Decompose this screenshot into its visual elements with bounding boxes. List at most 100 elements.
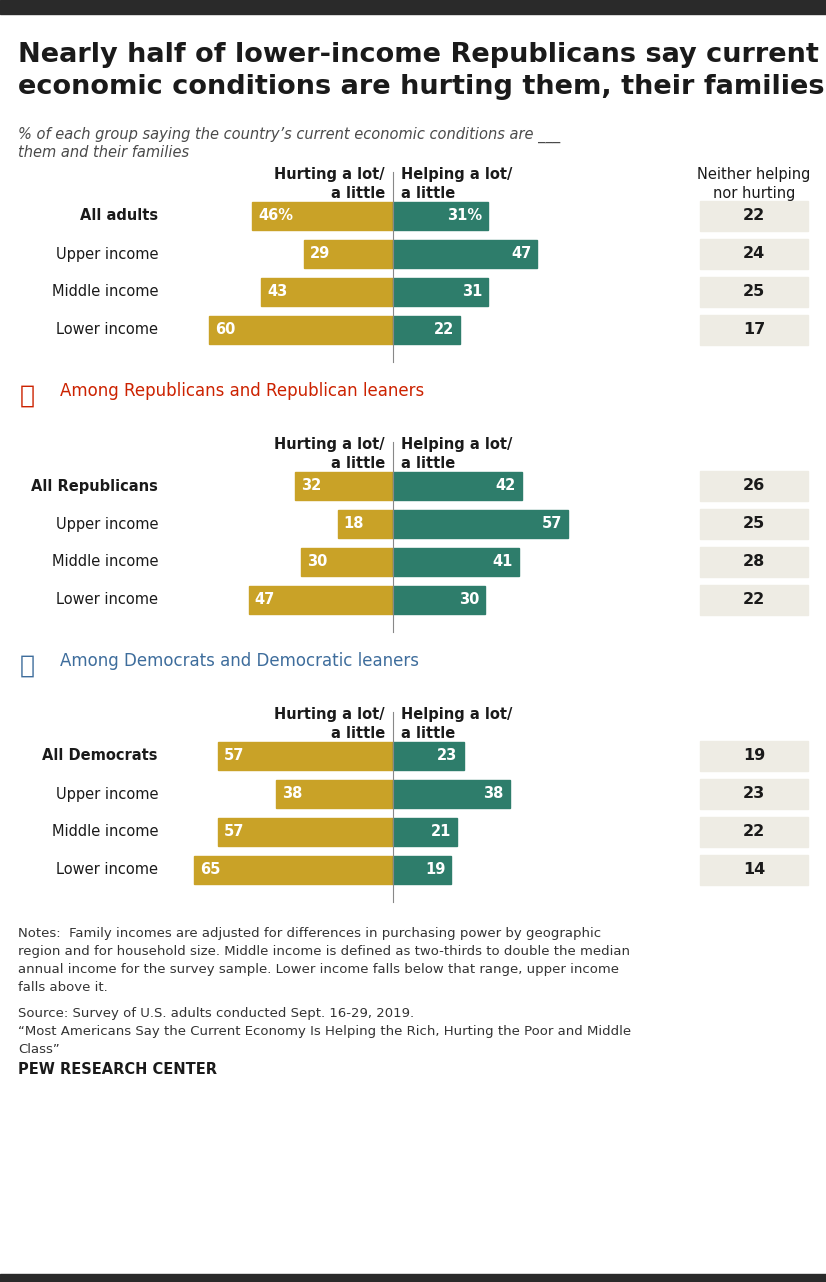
Text: 29: 29 xyxy=(310,246,330,262)
Bar xyxy=(393,856,451,885)
Text: 41: 41 xyxy=(492,555,513,569)
Text: 30: 30 xyxy=(307,555,327,569)
Text: 31: 31 xyxy=(462,285,482,300)
Text: All Republicans: All Republicans xyxy=(31,478,158,494)
Text: Nearly half of lower-income Republicans say current
economic conditions are hurt: Nearly half of lower-income Republicans … xyxy=(18,42,824,100)
Text: Upper income: Upper income xyxy=(55,246,158,262)
Text: 26: 26 xyxy=(743,478,765,494)
Bar xyxy=(218,818,393,846)
Text: 24: 24 xyxy=(743,246,765,262)
Text: Helping a lot/
a little: Helping a lot/ a little xyxy=(401,167,512,200)
Text: 65: 65 xyxy=(200,863,220,877)
Text: Lower income: Lower income xyxy=(56,592,158,608)
Bar xyxy=(700,817,808,847)
Bar xyxy=(301,547,393,576)
Bar xyxy=(700,779,808,809)
Text: 22: 22 xyxy=(743,209,765,223)
Text: 22: 22 xyxy=(743,824,765,840)
Text: 21: 21 xyxy=(431,824,451,840)
Text: Hurting a lot/
a little: Hurting a lot/ a little xyxy=(274,706,385,741)
Bar xyxy=(277,779,393,808)
Bar xyxy=(700,470,808,501)
Text: 23: 23 xyxy=(743,786,765,801)
Text: Middle income: Middle income xyxy=(51,555,158,569)
Text: 🐘: 🐘 xyxy=(20,385,35,408)
Text: 22: 22 xyxy=(434,323,454,337)
Text: 32: 32 xyxy=(301,478,321,494)
Text: 57: 57 xyxy=(541,517,562,532)
Bar xyxy=(700,277,808,306)
Bar xyxy=(393,203,488,229)
Text: 28: 28 xyxy=(743,555,765,569)
Text: Lower income: Lower income xyxy=(56,323,158,337)
Text: 47: 47 xyxy=(255,592,275,608)
Text: 46%: 46% xyxy=(258,209,293,223)
Text: Hurting a lot/
a little: Hurting a lot/ a little xyxy=(274,167,385,200)
Bar xyxy=(700,201,808,231)
Bar xyxy=(249,586,393,614)
Bar xyxy=(209,315,393,344)
Text: 23: 23 xyxy=(437,749,458,764)
Bar xyxy=(304,240,393,268)
Text: 30: 30 xyxy=(458,592,479,608)
Text: 🫏: 🫏 xyxy=(20,654,35,678)
Text: PEW RESEARCH CENTER: PEW RESEARCH CENTER xyxy=(18,1061,217,1077)
Text: Upper income: Upper income xyxy=(55,517,158,532)
Text: Among Republicans and Republican leaners: Among Republicans and Republican leaners xyxy=(60,382,425,400)
Text: 19: 19 xyxy=(425,863,445,877)
Bar xyxy=(252,203,393,229)
Bar xyxy=(393,547,519,576)
Text: Neither helping
nor hurting: Neither helping nor hurting xyxy=(697,167,810,200)
Bar xyxy=(295,472,393,500)
Bar xyxy=(700,509,808,538)
Bar xyxy=(700,585,808,615)
Text: 25: 25 xyxy=(743,517,765,532)
Text: 19: 19 xyxy=(743,749,765,764)
Text: Notes:  Family incomes are adjusted for differences in purchasing power by geogr: Notes: Family incomes are adjusted for d… xyxy=(18,927,630,994)
Text: Among Democrats and Democratic leaners: Among Democrats and Democratic leaners xyxy=(60,653,419,670)
Text: % of each group saying the country’s current economic conditions are ___: % of each group saying the country’s cur… xyxy=(18,127,560,144)
Text: 60: 60 xyxy=(215,323,235,337)
Text: Upper income: Upper income xyxy=(55,786,158,801)
Bar xyxy=(0,1274,826,1282)
Text: Middle income: Middle income xyxy=(51,824,158,840)
Text: All Democrats: All Democrats xyxy=(42,749,158,764)
Bar xyxy=(700,315,808,345)
Bar xyxy=(193,856,393,885)
Text: Hurting a lot/
a little: Hurting a lot/ a little xyxy=(274,437,385,470)
Text: 25: 25 xyxy=(743,285,765,300)
Text: Source: Survey of U.S. adults conducted Sept. 16-29, 2019.
“Most Americans Say t: Source: Survey of U.S. adults conducted … xyxy=(18,1006,631,1056)
Bar xyxy=(393,472,522,500)
Text: 14: 14 xyxy=(743,863,765,877)
Text: 57: 57 xyxy=(224,824,244,840)
Text: Middle income: Middle income xyxy=(51,285,158,300)
Text: 31%: 31% xyxy=(447,209,482,223)
Bar xyxy=(393,315,460,344)
Text: them and their families: them and their families xyxy=(18,145,189,160)
Bar xyxy=(393,779,510,808)
Text: 38: 38 xyxy=(282,786,303,801)
Text: Helping a lot/
a little: Helping a lot/ a little xyxy=(401,706,512,741)
Bar xyxy=(700,238,808,269)
Bar xyxy=(261,278,393,306)
Text: 47: 47 xyxy=(511,246,531,262)
Text: 57: 57 xyxy=(224,749,244,764)
Bar xyxy=(393,742,463,770)
Bar xyxy=(0,0,826,14)
Text: Helping a lot/
a little: Helping a lot/ a little xyxy=(401,437,512,470)
Bar xyxy=(700,547,808,577)
Bar xyxy=(700,855,808,885)
Bar xyxy=(393,818,458,846)
Text: Lower income: Lower income xyxy=(56,863,158,877)
Bar xyxy=(338,510,393,538)
Bar xyxy=(393,510,567,538)
Bar xyxy=(393,586,485,614)
Text: 43: 43 xyxy=(267,285,287,300)
Text: 38: 38 xyxy=(483,786,504,801)
Bar xyxy=(393,240,537,268)
Bar xyxy=(218,742,393,770)
Text: 22: 22 xyxy=(743,592,765,608)
Text: 42: 42 xyxy=(496,478,515,494)
Bar xyxy=(700,741,808,770)
Text: All adults: All adults xyxy=(80,209,158,223)
